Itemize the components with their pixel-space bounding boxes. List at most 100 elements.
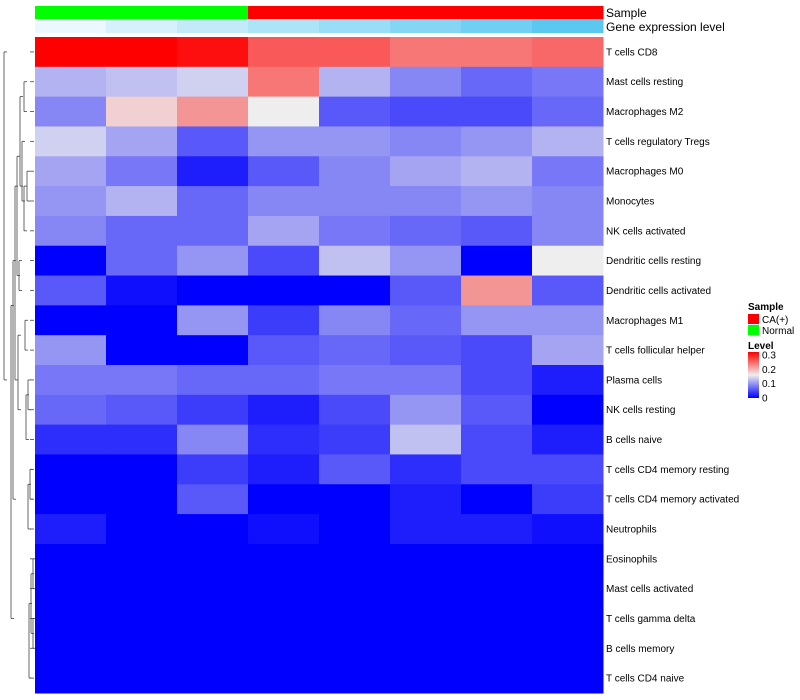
heatmap-cell (532, 305, 604, 336)
heatmap-cell (461, 663, 533, 694)
heatmap-cell (532, 484, 604, 515)
heatmap-cell (319, 663, 391, 694)
heatmap-cell (35, 96, 107, 127)
heatmap-cell (177, 305, 249, 336)
heatmap-cell (319, 66, 391, 98)
heatmap-cell (319, 424, 391, 455)
heatmap-cell (390, 156, 462, 187)
heatmap-cell (390, 573, 462, 605)
heatmap-cell (35, 424, 107, 455)
heatmap-cell (532, 394, 604, 426)
heatmap-cell (106, 245, 178, 277)
heatmap-cell (532, 215, 604, 247)
heatmap-cell (177, 454, 249, 485)
sample-annotation-cell (532, 6, 604, 19)
heatmap-cell (532, 663, 604, 694)
heatmap-cell (461, 335, 533, 366)
heatmap-cell (532, 66, 604, 98)
sample-track-label: Sample (606, 6, 647, 20)
heatmap-cell (177, 335, 249, 366)
heatmap-cell (390, 633, 462, 664)
heatmap-cell (390, 66, 462, 98)
heatmap-cell (106, 37, 178, 68)
heatmap-cell (461, 424, 533, 455)
heatmap-cell (248, 663, 320, 694)
level-legend-tick: 0 (762, 394, 768, 405)
heatmap-cell (461, 156, 533, 187)
heatmap-cell (532, 186, 604, 217)
heatmap-cell (319, 603, 391, 634)
sample-legend-label: CA(+) (762, 315, 788, 326)
heatmap-cell (319, 543, 391, 575)
heatmap-cell (461, 126, 533, 157)
heatmap-cell (177, 156, 249, 187)
heatmap-cell (248, 275, 320, 306)
heatmap-cell (35, 156, 107, 187)
heatmap-cell (106, 305, 178, 336)
heatmap-cell (532, 156, 604, 187)
heatmap-cell (461, 484, 533, 515)
heatmap-cell (177, 215, 249, 247)
row-label: B cells naive (606, 435, 663, 446)
heatmap-cell (390, 514, 462, 545)
heatmap-cell (177, 514, 249, 545)
heatmap-cell (319, 37, 391, 68)
sample-annotation-cell (461, 6, 533, 19)
heatmap-cell (532, 424, 604, 455)
heatmap-cell (106, 543, 178, 575)
heatmap-cell (532, 543, 604, 575)
expression-annotation-cell (106, 19, 178, 33)
heatmap-cell (177, 484, 249, 515)
row-label: T cells regulatory Tregs (606, 137, 710, 148)
heatmap-cell (35, 663, 107, 694)
heatmap-cell (390, 215, 462, 247)
row-label: Macrophages M0 (606, 167, 684, 178)
heatmap-cell (106, 365, 178, 396)
heatmap-cell (532, 603, 604, 634)
heatmap-cell (319, 365, 391, 396)
row-label: T cells CD4 memory resting (606, 465, 729, 476)
heatmap-cell (177, 365, 249, 396)
heatmap-cell (390, 603, 462, 634)
heatmap-cell (390, 37, 462, 68)
heatmap-cell (390, 305, 462, 336)
heatmap-cell (248, 37, 320, 68)
heatmap-cell (390, 543, 462, 575)
heatmap-cell (461, 633, 533, 664)
heatmap-cell (319, 275, 391, 306)
expression-annotation-cell (319, 19, 391, 33)
heatmap-cell (106, 96, 178, 127)
heatmap-cell (106, 215, 178, 247)
heatmap-cell (106, 573, 178, 605)
heatmap-cell (106, 186, 178, 217)
row-label: Eosinophils (606, 554, 657, 565)
heatmap-cell (248, 424, 320, 455)
heatmap-cell (532, 573, 604, 605)
heatmap-cell (319, 126, 391, 157)
heatmap-cell (106, 335, 178, 366)
row-label: NK cells activated (606, 226, 685, 237)
heatmap-cell (35, 126, 107, 157)
heatmap-cell (177, 394, 249, 426)
heatmap-cell (390, 126, 462, 157)
expression-annotation-track (35, 19, 604, 33)
heatmap-cell (248, 365, 320, 396)
sample-legend-label: Normal (762, 326, 794, 337)
heatmap-cell (532, 365, 604, 396)
heatmap-cell (319, 394, 391, 426)
heatmap-cell (35, 215, 107, 247)
heatmap-cell (177, 424, 249, 455)
heatmap-cell (106, 663, 178, 694)
heatmap-cell (35, 37, 107, 68)
heatmap-cell (106, 484, 178, 515)
heatmap-cell (319, 454, 391, 485)
heatmap-cell (319, 245, 391, 277)
sample-annotation-cell (35, 6, 107, 19)
heatmap-cell (390, 454, 462, 485)
row-label: Plasma cells (606, 375, 662, 386)
heatmap-cell (248, 484, 320, 515)
heatmap-cell (461, 275, 533, 306)
sample-legend-swatch (748, 325, 759, 335)
row-label: B cells memory (606, 644, 674, 655)
row-label: NK cells resting (606, 405, 675, 416)
